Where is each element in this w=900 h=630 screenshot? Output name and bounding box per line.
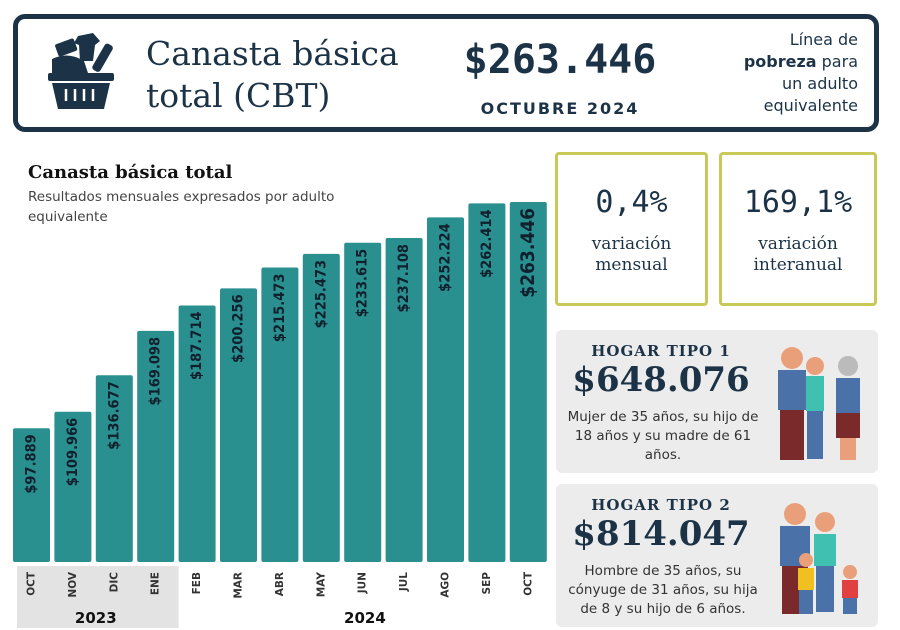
bar-value-label: $97.889 [24, 434, 40, 493]
bar-value-label: $252.224 [438, 223, 454, 292]
shopping-basket-icon [48, 33, 114, 109]
bar-value-label: $200.256 [231, 294, 247, 363]
bar [385, 237, 423, 563]
hogar-description: Mujer de 35 años, su hijo de 18 años y s… [567, 409, 759, 463]
chart-title: Canasta básica total [28, 162, 233, 183]
month-tick-label: ABR [274, 572, 286, 596]
hogar-description: Hombre de 35 años, su cónyuge de 31 años… [568, 563, 758, 617]
year-band [17, 566, 179, 628]
bar [137, 330, 175, 562]
hogar-tipo-1-card: HOGAR TIPO 1 $648.076 Mujer de 35 años, … [556, 330, 878, 473]
bar-value-label: $225.473 [313, 260, 329, 329]
bar [261, 267, 299, 562]
month-tick-label: JUN [357, 572, 369, 594]
chart-subtitle: Resultados mensuales expresados por adul… [28, 189, 335, 225]
family-illustration-icon [780, 503, 858, 614]
header-amount: $263.446 [463, 37, 657, 83]
year-label: 2023 [75, 609, 117, 627]
hogar-amount: $648.076 [572, 360, 750, 400]
stat-annual-variation: 169,1% variación interanual [719, 152, 877, 306]
bar [178, 305, 216, 562]
bar-value-label: $136.677 [106, 381, 122, 450]
note-line: equivalente [763, 96, 858, 115]
bar [302, 253, 340, 562]
header-title: Canasta básica total (CBT) [146, 33, 399, 117]
bar-value-label: $262.414 [479, 209, 495, 278]
month-tick-label: OCT [522, 571, 534, 596]
bar-value-label: $187.714 [189, 311, 205, 380]
header-banner: Canasta básica total (CBT) $263.446 OCTU… [13, 14, 879, 132]
month-tick-label: SEP [481, 572, 493, 595]
stat-label: variación [758, 234, 838, 254]
month-tick-label: OCT [26, 571, 38, 596]
note-line: Línea de [789, 30, 858, 49]
stat-label: mensual [595, 255, 668, 275]
note-rest: para [816, 52, 858, 71]
hogar-title: HOGAR TIPO 1 [591, 342, 731, 360]
stat-monthly-variation: 0,4% variación mensual [555, 152, 708, 306]
bar [95, 375, 133, 562]
year-label: 2024 [344, 609, 386, 627]
hogar-amount: $814.047 [572, 514, 750, 554]
header-note: Línea de pobreza para un adulto equivale… [708, 29, 858, 117]
month-tick-label: NOV [67, 571, 79, 597]
month-tick-label: MAR [233, 572, 245, 599]
note-line: pobreza para [708, 51, 858, 73]
bar [220, 288, 257, 562]
bar [468, 203, 506, 563]
bar-value-label: $237.108 [396, 244, 412, 312]
family-illustration-icon [778, 347, 860, 460]
bar-value-label: $233.615 [355, 249, 371, 317]
note-line: un adulto [782, 74, 858, 93]
bar [509, 202, 547, 562]
bar-value-label: $215.473 [272, 274, 288, 343]
bar-value-label: $169.098 [148, 337, 164, 406]
stat-label: interanual [753, 255, 843, 275]
bar-value-label: $263.446 [517, 208, 539, 298]
bar [344, 242, 382, 563]
hogar-tipo-2-card: HOGAR TIPO 2 $814.047 Hombre de 35 años,… [556, 484, 878, 627]
stat-value: 169,1% [743, 185, 853, 220]
bar [13, 428, 50, 562]
month-tick-label: FEB [191, 572, 203, 594]
stat-label: variación [591, 234, 672, 254]
header-month: OCTUBRE 2024 [480, 99, 640, 118]
title-line: total (CBT) [146, 76, 331, 115]
title-line: Canasta básica [146, 34, 399, 73]
month-tick-label: JUL [398, 572, 410, 592]
month-tick-label: DIC [108, 572, 120, 593]
bar [427, 217, 464, 562]
month-tick-label: ENE [150, 572, 162, 595]
bar [54, 411, 92, 562]
stat-value: 0,4% [595, 185, 668, 220]
note-bold: pobreza [743, 52, 817, 71]
bar-value-label: $109.966 [65, 418, 81, 487]
bar-chart: 2023 2024 $97.889 OCT $109.966 NOV $136.677 DIC… [13, 202, 547, 628]
month-tick-label: MAY [315, 572, 327, 598]
month-tick-label: AGO [440, 572, 452, 598]
hogar-title: HOGAR TIPO 2 [591, 496, 731, 514]
